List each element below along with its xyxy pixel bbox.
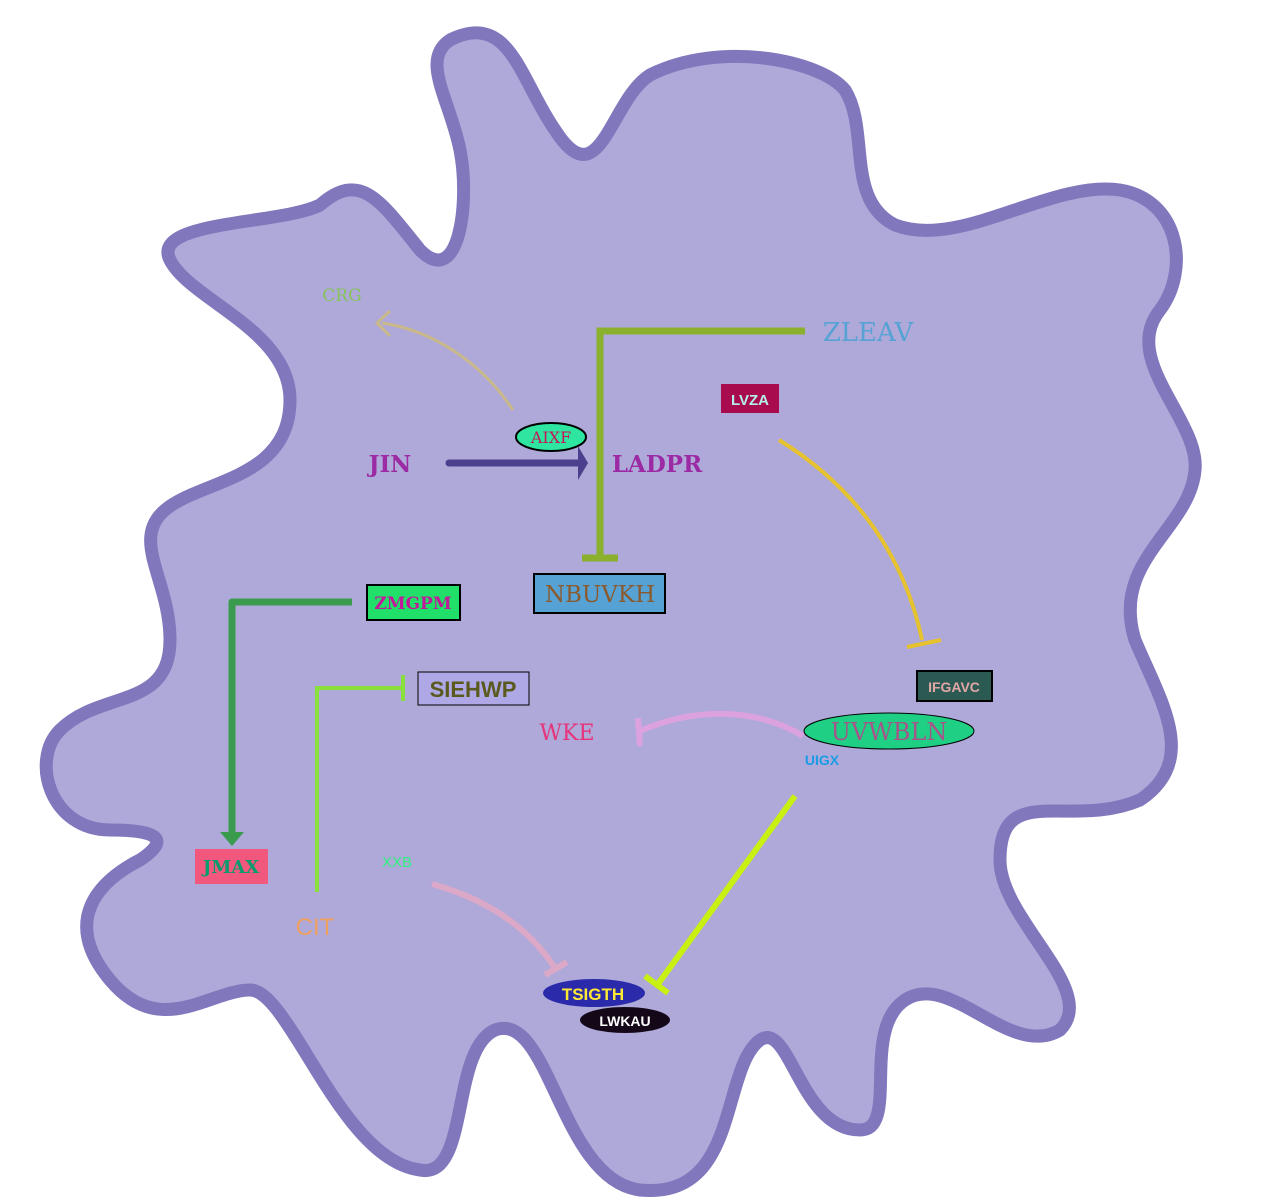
node-lwkau: LWKAU xyxy=(599,1013,650,1029)
node-uvwbln: UVWBLN xyxy=(831,718,948,746)
node-zleav: ZLEAV xyxy=(823,318,915,348)
node-wke: WKE xyxy=(539,721,594,746)
node-siehwp: SIEHWP xyxy=(430,677,517,702)
edge-aixf-crg xyxy=(381,321,515,411)
edge-cit-siehwp xyxy=(315,686,402,892)
node-zmgpm-box xyxy=(366,584,461,621)
node-aixf: AIXF xyxy=(530,428,571,447)
node-lvza: LVZA xyxy=(731,392,769,409)
edge-uvwbln-tsigth xyxy=(655,794,798,986)
edge-zleav-nbuvkh xyxy=(596,327,805,556)
node-nbuvkh: NBUVKH xyxy=(545,582,655,608)
node-uvwbln-shape xyxy=(803,712,975,750)
edge-xxb-tsigth-bar xyxy=(543,959,569,978)
node-uigx: UIGX xyxy=(805,752,840,768)
node-aixf-shape xyxy=(515,422,587,452)
edge-aixf-crg-arrowhead xyxy=(374,309,392,338)
edge-zmgpm-jmax xyxy=(228,598,352,834)
edge-uvwbln-tsigth-bar xyxy=(643,973,670,996)
edge-lvza-ifgavc xyxy=(777,438,924,641)
node-jmax: JMAX xyxy=(201,857,259,878)
node-xxb: XXB xyxy=(382,854,412,871)
edge-uvwbln-wke xyxy=(638,710,805,739)
node-jin: JIN xyxy=(367,451,412,478)
node-lvza-box xyxy=(721,384,779,413)
node-zmgpm: ZMGPM xyxy=(374,594,452,614)
node-lwkau-shape xyxy=(580,1007,670,1033)
node-crg: CRG xyxy=(322,286,361,306)
node-nbuvkh-box xyxy=(533,573,666,614)
node-tsigth: TSIGTH xyxy=(562,985,624,1004)
node-ifgavc-box xyxy=(916,670,993,702)
node-cit: CIT xyxy=(296,914,335,941)
edge-jin-ladpr-arrowhead xyxy=(578,446,588,480)
node-jmax-box xyxy=(195,849,268,884)
node-ifgavc: IFGAVC xyxy=(928,679,980,695)
node-siehwp-box xyxy=(417,671,530,706)
edge-xxb-tsigth xyxy=(431,881,558,970)
node-tsigth-shape xyxy=(543,979,645,1007)
node-ladpr: LADPR xyxy=(612,451,703,478)
edge-lvza-ifgavc-bar xyxy=(906,638,942,649)
edge-uvwbln-wke-bar xyxy=(635,717,643,747)
edge-zmgpm-jmax-arrowhead xyxy=(220,832,244,846)
